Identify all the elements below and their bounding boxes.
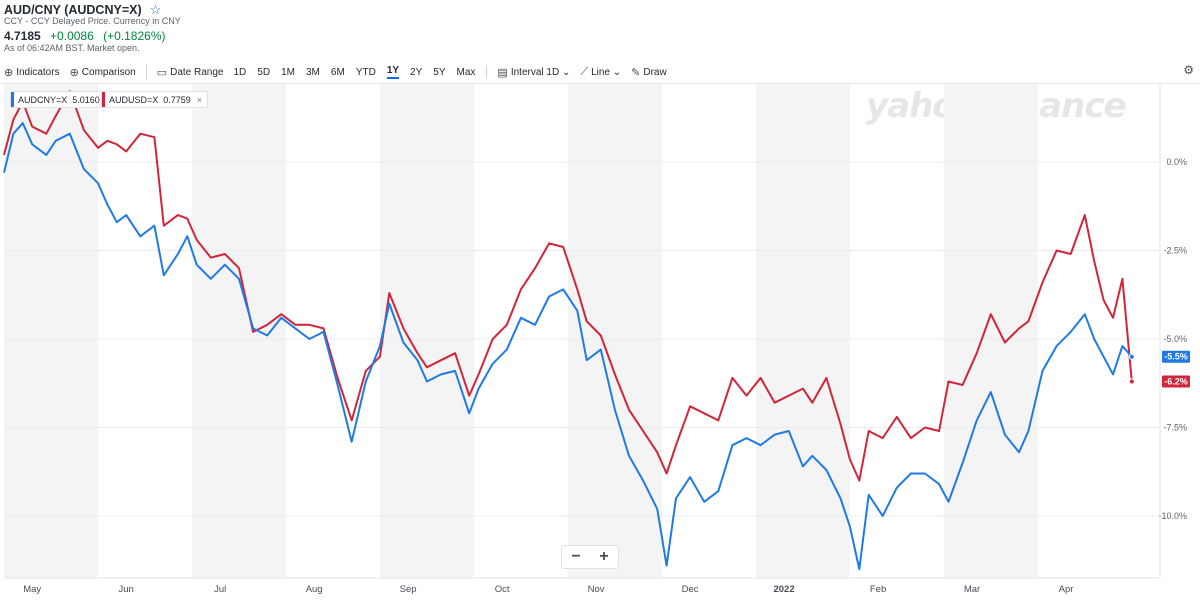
x-tick-label: Dec: [682, 584, 699, 595]
x-tick-label: Jun: [119, 584, 134, 595]
month-band: [379, 84, 474, 578]
draw-label: Draw: [643, 66, 667, 78]
x-tick-label: Nov: [588, 584, 605, 595]
month-band: [755, 84, 850, 578]
draw-button[interactable]: ✎ Draw: [631, 66, 667, 79]
chevron-down-icon: ⌄: [612, 66, 622, 78]
plus-circle-icon: ⊕: [69, 66, 79, 79]
end-value-badge: [1162, 375, 1190, 388]
series-end-point: [1128, 353, 1135, 360]
calendar-icon: ▭: [156, 66, 168, 79]
x-tick-label: Apr: [1059, 584, 1074, 595]
x-tick-label: Sep: [400, 584, 417, 595]
end-value-label: -6.2%: [1164, 376, 1188, 386]
month-band: [567, 84, 662, 578]
range-6m[interactable]: 6M: [330, 66, 345, 78]
y-tick-label: 0.0%: [1166, 157, 1187, 167]
date-range-label: Date Range: [170, 66, 224, 78]
legend-value: 0.7759: [163, 94, 191, 105]
pencil-icon: ✎: [631, 66, 641, 79]
line-type-dropdown[interactable]: ⟋ Line ⌄: [580, 66, 621, 79]
legend-symbol: AUDCNY=X: [18, 94, 68, 105]
comparison-button[interactable]: ⊕ Comparison: [70, 66, 136, 79]
current-price: 4.7185: [4, 29, 41, 43]
y-tick-label: -10.0%: [1158, 511, 1187, 521]
series-end-point: [1128, 378, 1135, 385]
range-1d[interactable]: 1D: [233, 66, 247, 78]
price-row: 4.7185 +0.0086 (+0.1826%): [4, 29, 171, 43]
interval-icon: ▤: [497, 66, 508, 79]
plus-circle-icon: ⊕: [4, 66, 14, 79]
zoom-in-button[interactable]: +: [599, 548, 609, 565]
x-tick-label: Feb: [870, 584, 886, 595]
interval-value: 1D: [546, 66, 560, 78]
indicators-label: Indicators: [16, 66, 60, 78]
interval-label: Interval: [510, 66, 544, 78]
interval-dropdown[interactable]: ▤ Interval 1D ⌄: [497, 66, 570, 79]
line-label: Line: [591, 66, 610, 78]
x-tick-label: Aug: [306, 584, 323, 595]
zoom-out-button[interactable]: −: [571, 548, 581, 565]
chart-toolbar: ⊕ Indicators ⊕ Comparison ▭ Date Range 1D 5…: [0, 62, 1200, 82]
range-2y[interactable]: 2Y: [410, 66, 423, 78]
toolbar-divider: [145, 65, 147, 79]
toolbar-divider: [486, 65, 488, 79]
x-tick-label: Oct: [495, 584, 510, 595]
end-value-badge: [1162, 350, 1190, 363]
range-1y[interactable]: 1Y: [386, 65, 400, 79]
quote-subtitle: CCY - CCY Delayed Price. Currency in CNY: [4, 16, 181, 26]
series-line-audusd: [3, 90, 1133, 482]
range-5d[interactable]: 5D: [257, 66, 271, 78]
legend-value: 5.0160: [72, 94, 100, 105]
date-range-button[interactable]: ▭ Date Range: [157, 66, 224, 79]
line-chart-icon: ⟋: [580, 65, 589, 78]
y-tick-label: -5.0%: [1163, 334, 1187, 344]
toolbar-divider-line: [0, 83, 1200, 84]
comparison-chart[interactable]: 0.0% -2.5% -5.0% -7.5% -10.0% May Jun Jul Aug Sep…: [0, 84, 1200, 603]
y-tick-label: -2.5%: [1163, 246, 1187, 256]
close-icon[interactable]: ×: [196, 94, 203, 105]
gear-icon[interactable]: ⚙: [1183, 63, 1194, 77]
x-tick-label: Mar: [964, 584, 980, 595]
range-3m[interactable]: 3M: [306, 66, 320, 78]
price-change: +0.0086: [50, 29, 94, 43]
x-tick-label: Jul: [214, 584, 226, 595]
range-5y[interactable]: 5Y: [433, 66, 446, 78]
y-tick-label: -7.5%: [1163, 423, 1187, 433]
end-value-label: -5.5%: [1164, 352, 1188, 362]
series-swatch: [102, 92, 105, 107]
x-tick-label: 2022: [773, 584, 794, 595]
x-tick-label: May: [23, 584, 41, 595]
zoom-controls: − +: [561, 545, 619, 569]
indicators-button[interactable]: ⊕ Indicators: [4, 66, 60, 79]
legend-chip-audusd[interactable]: AUDUSD=X 0.7759 ×: [101, 91, 209, 108]
star-icon[interactable]: ☆: [149, 2, 162, 17]
legend-chip-audcny[interactable]: AUDCNY=X 5.0160: [10, 91, 106, 108]
legend-symbol: AUDUSD=X: [109, 94, 159, 105]
range-max[interactable]: Max: [456, 66, 476, 78]
as-of-timestamp: As of 06:42AM BST. Market open.: [4, 43, 140, 53]
series-line-audcny: [3, 122, 1133, 571]
month-band: [4, 84, 98, 578]
chevron-down-icon: ⌄: [561, 66, 571, 78]
range-ytd[interactable]: YTD: [355, 66, 376, 78]
price-change-percent: (+0.1826%): [103, 29, 166, 43]
month-band: [943, 84, 1038, 578]
page-title: AUD/CNY (AUDCNY=X) ☆: [4, 2, 162, 17]
comparison-label: Comparison: [81, 66, 136, 78]
series-swatch: [11, 92, 14, 107]
range-1m[interactable]: 1M: [281, 66, 295, 78]
